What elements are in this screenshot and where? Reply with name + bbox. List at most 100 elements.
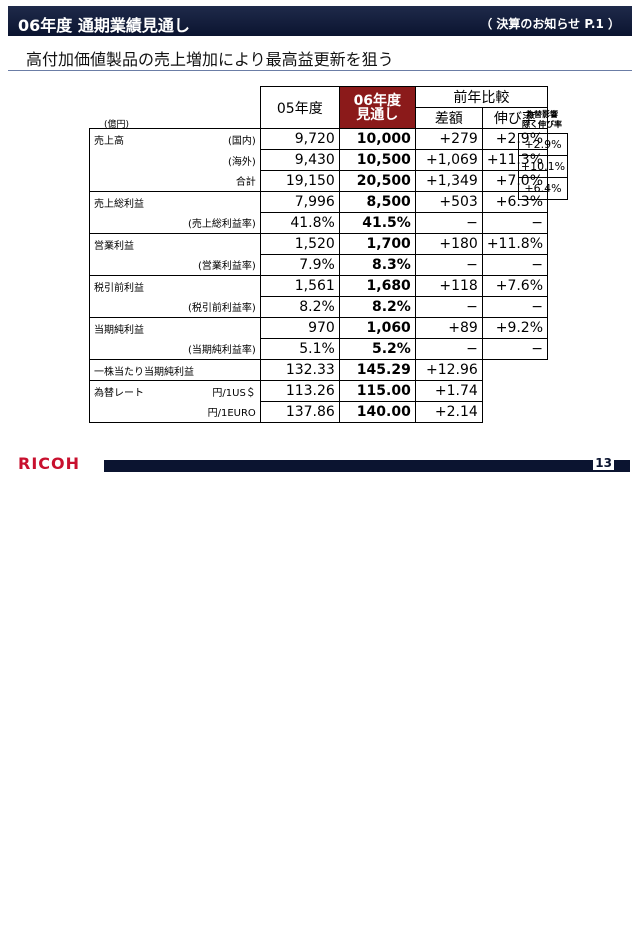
fy06-value: 8,500: [338, 191, 416, 213]
fy06-value: 145.29: [338, 359, 416, 381]
fx-effect-value: +10.1%: [518, 155, 568, 178]
row-label: [89, 170, 184, 192]
diff-value: +1,349: [414, 170, 483, 192]
growth-value: [482, 360, 547, 381]
row-sublabel: (国内): [184, 128, 261, 150]
fy05-value: 132.33: [259, 359, 340, 381]
fy06-value: 1,700: [338, 233, 416, 255]
header-bar: 06年度 通期業績見通し （ 決算のお知らせ P.1 ）: [8, 6, 632, 36]
diff-value: −: [414, 254, 483, 276]
diff-value: −: [414, 296, 483, 318]
fy05-value: 19,150: [259, 170, 340, 192]
fy06-value: 1,680: [338, 275, 416, 297]
row-sublabel: [184, 275, 261, 297]
fy05-value: 970: [259, 317, 340, 339]
row-sublabel: [184, 191, 261, 213]
table-row: (税引前利益率) 8.2% 8.2% − −: [89, 296, 549, 318]
fy05-value: 113.26: [259, 380, 340, 402]
page-number: 13: [593, 456, 614, 470]
row-label: [89, 401, 184, 423]
fx-effect-table: +2.9% +10.1% +6.4%: [518, 133, 568, 200]
row-label: 売上総利益: [89, 191, 184, 213]
footer-bar: April 27, 2006: [104, 460, 635, 950]
fy05-value: 8.2%: [259, 296, 340, 318]
ricoh-logo: RICOH: [18, 454, 81, 473]
fy05-value: 5.1%: [259, 338, 340, 360]
row-label: 為替レート: [89, 380, 184, 402]
forecast-table: 05年度 06年度 見通し 前年比較 差額 伸び率 売上高 (国内) 9,720 10…: [89, 86, 549, 423]
fy05-value: 1,520: [259, 233, 340, 255]
diff-value: −: [414, 338, 483, 360]
fy06-value: 5.2%: [338, 338, 416, 360]
fy06-value: 10,000: [338, 128, 416, 150]
fx-effect-value: +2.9%: [518, 133, 568, 156]
fy06-value: 115.00: [338, 380, 416, 402]
table-row: 合計 19,150 20,500 +1,349 +7.0%: [89, 170, 549, 192]
row-sublabel: (当期純利益率): [184, 338, 261, 360]
growth-value: −: [481, 296, 549, 318]
fx-effect-header: 為替影響 除く伸び率: [522, 110, 562, 129]
growth-value: +9.2%: [481, 317, 549, 339]
fy06-value: 1,060: [338, 317, 416, 339]
fy06-value: 8.3%: [338, 254, 416, 276]
footer-date: April 27, 2006: [610, 920, 636, 950]
diff-value: +12.96: [414, 359, 483, 381]
table-row: 為替レート 円/1US＄ 113.26 115.00 +1.74: [89, 380, 548, 402]
table-row: 税引前利益 1,561 1,680 +118 +7.6%: [89, 275, 549, 297]
growth-value: +11.8%: [481, 233, 549, 255]
diff-value: −: [414, 212, 483, 234]
table-row: 円/1EURO 137.86 140.00 +2.14: [89, 401, 548, 423]
table-row: (海外) 9,430 10,500 +1,069 +11.3%: [89, 149, 549, 171]
row-sublabel: (営業利益率): [184, 254, 261, 276]
row-sublabel: (海外): [184, 149, 261, 171]
diff-value: +118: [414, 275, 483, 297]
diff-value: +1.74: [414, 380, 483, 402]
table-row: (営業利益率) 7.9% 8.3% − −: [89, 254, 549, 276]
fy05-value: 7.9%: [259, 254, 340, 276]
growth-value: +7.6%: [481, 275, 549, 297]
row-sublabel: [184, 233, 261, 255]
row-label: 税引前利益: [89, 275, 184, 297]
growth-value: [482, 381, 547, 402]
row-label: [89, 212, 184, 234]
table-row: (売上総利益率) 41.8% 41.5% − −: [89, 212, 549, 234]
fy06-value: 10,500: [338, 149, 416, 171]
diff-value: +279: [414, 128, 483, 150]
page-title: 06年度 通期業績見通し: [18, 16, 190, 35]
growth-value: [482, 402, 547, 423]
table-row: 売上高 (国内) 9,720 10,000 +279 +2.9%: [89, 128, 549, 150]
row-sublabel: [184, 317, 261, 339]
row-sublabel: 合計: [184, 170, 261, 192]
fy06-value: 8.2%: [338, 296, 416, 318]
fy05-value: 137.86: [259, 401, 340, 423]
col-fy06: 06年度 見通し: [338, 86, 416, 129]
fy06-value: 20,500: [338, 170, 416, 192]
row-label: [89, 254, 184, 276]
slide: 06年度 通期業績見通し （ 決算のお知らせ P.1 ） 高付加価値製品の売上増…: [8, 6, 635, 950]
fx-effect-value: +6.4%: [518, 177, 568, 200]
row-sublabel: 円/1EURO: [184, 401, 261, 423]
col-fy05: 05年度: [259, 86, 340, 129]
table-row: (当期純利益率) 5.1% 5.2% − −: [89, 338, 549, 360]
growth-value: −: [481, 254, 549, 276]
fy06-value: 140.00: [338, 401, 416, 423]
divider: [8, 70, 632, 71]
row-sublabel: 円/1US＄: [184, 380, 261, 402]
diff-value: +89: [414, 317, 483, 339]
table-row: 当期純利益 970 1,060 +89 +9.2%: [89, 317, 549, 339]
row-label: [89, 149, 184, 171]
growth-value: −: [481, 212, 549, 234]
diff-value: +1,069: [414, 149, 483, 171]
diff-value: +2.14: [414, 401, 483, 423]
fy05-value: 9,720: [259, 128, 340, 150]
table-row: 一株当たり当期純利益 132.33 145.29 +12.96: [89, 359, 548, 381]
row-label: 当期純利益: [89, 317, 184, 339]
table-row: 売上総利益 7,996 8,500 +503 +6.3%: [89, 191, 549, 213]
table-row: 営業利益 1,520 1,700 +180 +11.8%: [89, 233, 549, 255]
row-label: 一株当たり当期純利益: [89, 359, 261, 381]
row-label: 売上高: [89, 128, 184, 150]
row-label: 営業利益: [89, 233, 184, 255]
row-label: [89, 296, 184, 318]
unit-label: (億円): [104, 120, 130, 130]
fy05-value: 9,430: [259, 149, 340, 171]
